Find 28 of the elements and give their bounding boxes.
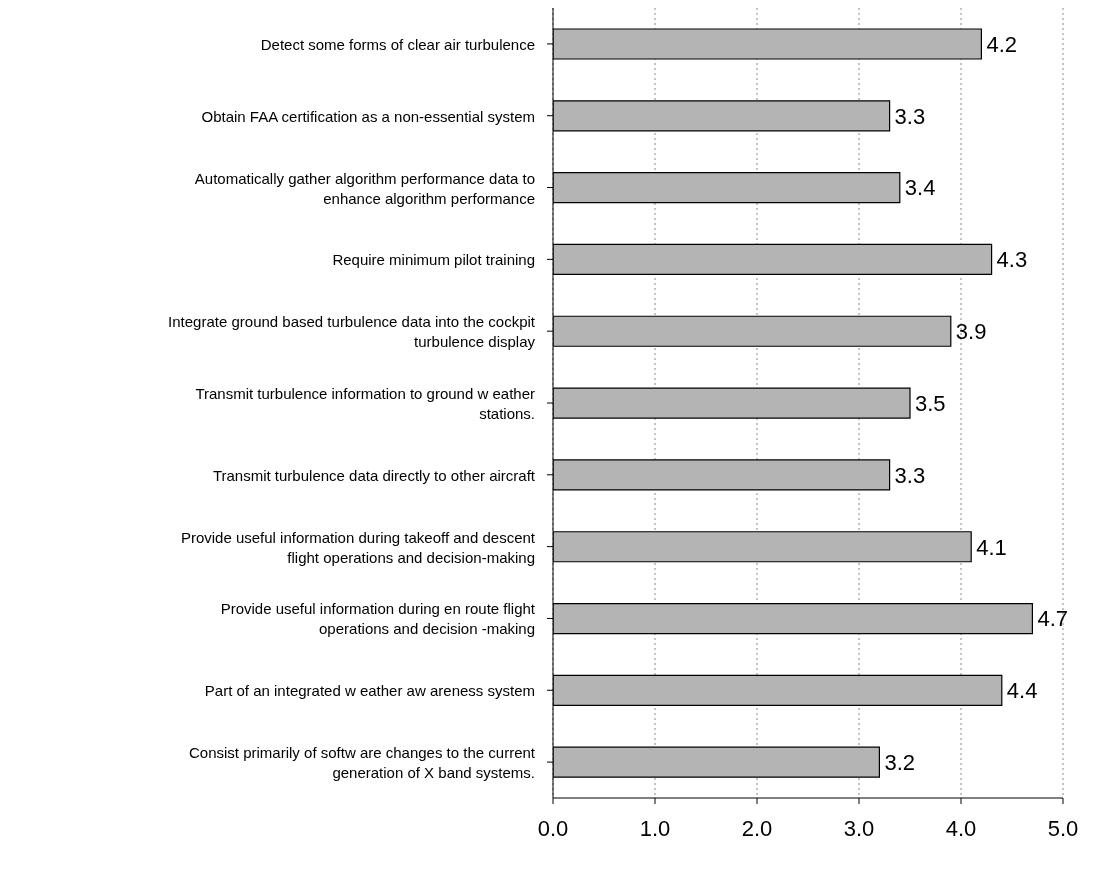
y-tick-label: Integrate ground based turbulence data into the cockpit turbulence display	[168, 312, 536, 350]
data-label: 3.3	[894, 103, 926, 129]
y-tick-label: Automatically gather algorithm performance data to enhance algorithm performance	[194, 169, 535, 207]
data-label: 4.2	[986, 31, 1017, 57]
data-label: 3.4	[904, 175, 936, 201]
x-tick-label: 3.0	[843, 815, 875, 841]
data-label: 4.4	[1006, 678, 1038, 704]
x-tick-label: 4.0	[945, 815, 977, 841]
data-label: 4.1	[976, 534, 1007, 560]
x-tick-label: 1.0	[639, 815, 671, 841]
x-tick-label: 0.0	[537, 815, 569, 841]
data-label: 3.3	[894, 462, 926, 488]
y-tick-label: Consist primarily of softw are changes to the current generation of X band systems.	[189, 743, 536, 781]
data-label: 3.2	[884, 749, 915, 775]
y-tick-label: Transmit turbulence information to ground w eather stations.	[195, 384, 535, 422]
y-tick-label: Require minimum pilot training	[332, 250, 535, 268]
y-tick-label: Transmit turbulence data directly to other aircraft	[212, 466, 536, 484]
data-label: 4.3	[996, 247, 1028, 273]
y-tick-label: Obtain FAA certification as a non-essential system	[201, 107, 535, 125]
data-label: 3.9	[955, 319, 987, 345]
y-tick-label: Part of an integrated w eather aw areness system	[204, 681, 535, 699]
data-label: 4.7	[1037, 606, 1068, 632]
x-tick-label: 2.0	[741, 815, 773, 841]
y-tick-label: Provide useful information during takeoff and descent flight operations and decision-making	[180, 528, 536, 566]
y-tick-label: Detect some forms of clear air turbulence	[260, 35, 535, 53]
x-tick-label: 5.0	[1047, 815, 1079, 841]
data-label: 3.5	[915, 390, 946, 416]
y-tick-label: Provide useful information during en route flight operations and decision -making	[220, 599, 536, 637]
